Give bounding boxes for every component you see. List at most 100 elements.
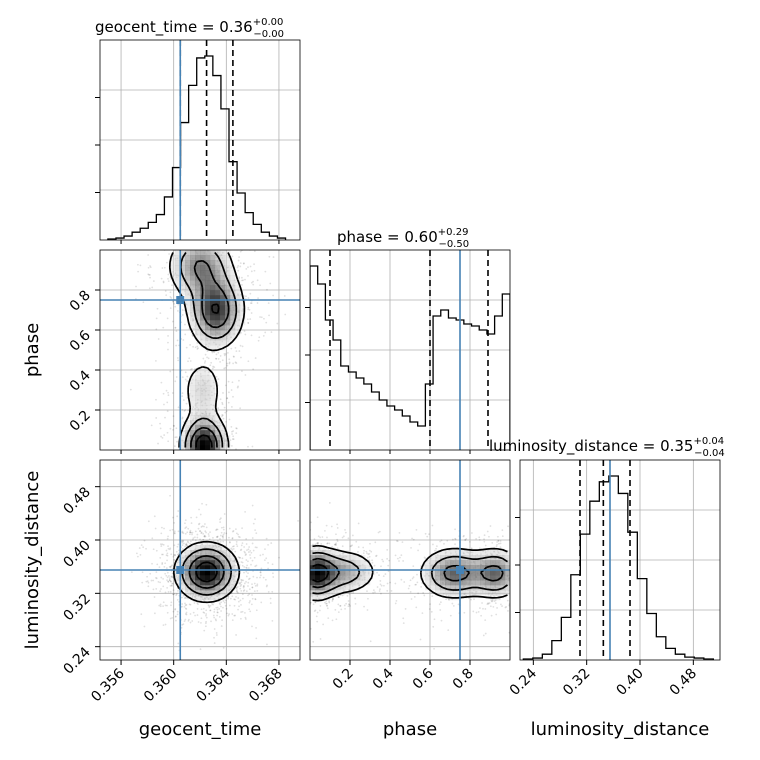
sample-point <box>195 516 198 519</box>
sample-point <box>338 596 340 599</box>
sample-point <box>154 359 157 362</box>
sample-point <box>489 552 492 555</box>
sample-point <box>242 184 244 186</box>
density-cell <box>190 595 196 601</box>
sample-point <box>240 581 243 583</box>
density-cell <box>450 590 456 596</box>
sample-point <box>182 288 184 291</box>
sample-point <box>156 563 159 566</box>
sample-point <box>192 417 195 420</box>
sample-point <box>462 535 465 538</box>
hist-geocent_time-step <box>107 55 287 240</box>
sample-point <box>494 602 497 605</box>
sample-point <box>225 410 228 412</box>
sample-point <box>351 534 354 537</box>
density-cell <box>205 250 211 256</box>
density-cell <box>180 435 186 441</box>
sample-point <box>184 532 187 535</box>
density-cell <box>210 300 216 306</box>
sample-point <box>296 558 298 560</box>
density-cell <box>205 400 211 406</box>
sample-point <box>404 608 407 610</box>
sample-point <box>287 535 289 537</box>
density-cell <box>495 580 501 586</box>
sample-point <box>177 559 180 561</box>
sample-point <box>215 528 218 531</box>
sample-point <box>159 312 162 315</box>
density-cell <box>330 590 336 596</box>
sample-point <box>160 588 162 590</box>
sample-point <box>469 551 472 553</box>
sample-point <box>210 471 212 473</box>
sample-point <box>287 596 289 598</box>
sample-point <box>344 529 346 531</box>
density-cell <box>215 580 221 586</box>
density-cell <box>195 405 201 411</box>
density-cell <box>470 560 476 566</box>
sample-point <box>303 581 305 583</box>
sample-point <box>247 572 249 575</box>
density-cell <box>340 580 346 586</box>
density-cell <box>490 575 496 581</box>
sample-point <box>243 566 246 568</box>
density-cell <box>180 290 186 296</box>
density-cell <box>220 250 226 256</box>
sample-point <box>478 547 481 550</box>
sample-point <box>192 451 194 453</box>
sample-point <box>196 533 199 536</box>
sample-point <box>177 510 180 512</box>
sample-point <box>211 408 214 411</box>
sample-point <box>526 601 528 603</box>
sample-point <box>197 471 199 473</box>
sample-point <box>252 283 255 286</box>
density-cell <box>225 560 231 566</box>
sample-point <box>175 593 178 595</box>
density-cell <box>195 335 201 341</box>
sample-point <box>236 567 239 569</box>
sample-point <box>226 245 228 247</box>
sample-point <box>166 559 168 562</box>
sample-point <box>293 582 295 584</box>
density-cell <box>200 420 206 426</box>
sample-point <box>194 595 196 598</box>
sample-point <box>247 308 250 311</box>
density-cell <box>230 295 236 301</box>
density-cell <box>225 575 231 581</box>
sample-point <box>181 416 184 419</box>
sample-point <box>206 473 208 475</box>
sample-point <box>208 535 210 537</box>
sample-point <box>248 588 251 591</box>
sample-point <box>215 632 218 634</box>
density-cell <box>340 575 346 581</box>
sample-point <box>155 317 158 320</box>
sample-point <box>354 602 357 605</box>
sample-point <box>293 576 295 578</box>
sample-point <box>249 557 252 559</box>
sample-point <box>296 556 298 558</box>
sample-point <box>256 302 259 304</box>
density-cell <box>220 270 226 276</box>
sample-point <box>306 575 308 577</box>
sample-point <box>333 543 336 546</box>
sample-point <box>534 604 536 606</box>
sample-point <box>227 595 230 598</box>
sample-point <box>236 545 239 548</box>
sample-point <box>386 557 389 560</box>
sample-point <box>230 425 233 428</box>
sample-point <box>230 336 233 339</box>
sample-point <box>167 273 170 276</box>
density-cell <box>225 585 231 591</box>
density-cell <box>430 580 436 586</box>
sample-point <box>235 543 238 546</box>
sample-point <box>281 571 283 573</box>
density-cell <box>190 585 196 591</box>
density-cell <box>210 590 216 596</box>
density-cell <box>480 590 486 596</box>
sample-point <box>297 546 299 548</box>
sample-point <box>447 629 450 631</box>
sample-point <box>224 384 227 387</box>
sample-point <box>170 476 172 478</box>
sample-point <box>189 531 192 534</box>
density-cell <box>505 580 510 586</box>
sample-point <box>213 404 216 407</box>
